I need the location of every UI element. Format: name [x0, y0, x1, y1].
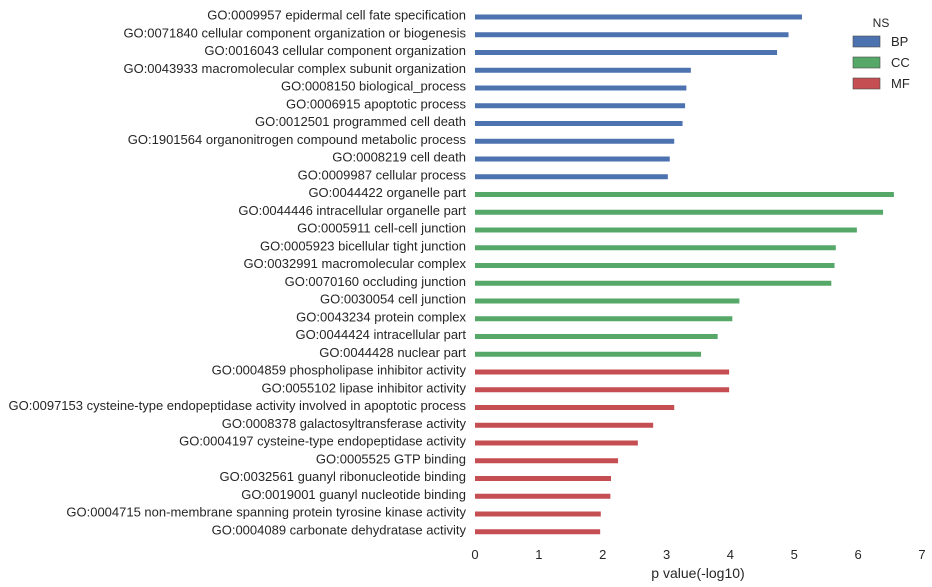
category-label: GO:0030054 cell junction: [320, 292, 466, 307]
bar-cc: [475, 280, 832, 286]
category-label: GO:0004197 cysteine-type endopeptidase a…: [179, 434, 466, 449]
category-labels: GO:0009957 epidermal cell fate specifica…: [9, 8, 467, 538]
category-label: GO:0009987 cellular process: [298, 167, 467, 182]
bar-mf: [475, 387, 730, 393]
bar-mf: [475, 422, 654, 428]
category-label: GO:0008219 cell death: [332, 150, 466, 165]
bar-cc: [475, 192, 894, 197]
category-label: GO:0055102 lipase inhibitor activity: [261, 380, 466, 395]
bar-cc: [475, 209, 884, 215]
category-label: GO:0006915 apoptotic process: [286, 96, 466, 111]
category-label: GO:0012501 programmed cell death: [255, 114, 466, 129]
bar-mf: [475, 476, 612, 481]
category-label: GO:0005525 GTP binding: [316, 451, 466, 466]
category-label: GO:0009957 epidermal cell fate specifica…: [207, 8, 466, 23]
bar-mf: [475, 529, 601, 535]
bar-bp: [475, 85, 687, 91]
category-label: GO:0005911 cell-cell junction: [297, 221, 466, 236]
bar-bp: [475, 14, 802, 20]
category-label: GO:0097153 cysteine-type endopeptidase a…: [9, 398, 467, 413]
x-axis: 0 1 2 3 4 5 6 7: [471, 547, 925, 562]
bars-layer: [475, 14, 894, 535]
bar-cc: [475, 263, 835, 268]
x-tick-label: 3: [663, 547, 670, 562]
category-label: GO:0044428 nuclear part: [319, 345, 466, 360]
bar-bp: [475, 156, 670, 162]
bar-mf: [475, 440, 638, 446]
category-label: GO:0005923 bicellular tight junction: [260, 238, 466, 253]
bar-cc: [475, 298, 740, 304]
category-label: GO:0044424 intracellular part: [295, 327, 466, 342]
category-label: GO:0043234 protein complex: [296, 309, 466, 324]
bar-cc: [475, 351, 702, 357]
bar-bp: [475, 67, 691, 73]
category-label: GO:0019001 guanyl nucleotide binding: [241, 487, 466, 502]
category-label: GO:0071840 cellular component organizati…: [123, 25, 466, 40]
category-label: GO:0044422 organelle part: [308, 185, 466, 200]
bar-cc: [475, 334, 718, 339]
bar-mf: [475, 493, 611, 499]
category-label: GO:0043933 macromolecular complex subuni…: [123, 61, 466, 76]
category-label: GO:0004089 carbonate dehydratase activit…: [212, 522, 467, 537]
bar-mf: [475, 458, 619, 464]
x-tick-label: 5: [791, 547, 798, 562]
legend: NS BP CC MF: [852, 16, 910, 91]
category-label: GO:0032561 guanyl ribonucleotide binding: [220, 469, 466, 484]
bar-mf: [475, 369, 730, 375]
bar-mf: [475, 511, 601, 517]
bar-cc: [475, 316, 733, 322]
category-label: GO:0008378 galactosyltransferase activit…: [222, 416, 467, 431]
bar-bp: [475, 32, 789, 38]
bar-mf: [475, 405, 675, 410]
bar-cc: [475, 245, 836, 251]
category-label: GO:0008150 biological_process: [281, 79, 467, 94]
x-axis-title: p value(-log10): [651, 565, 744, 581]
legend-label-mf: MF: [891, 76, 910, 91]
legend-title: NS: [873, 16, 890, 30]
category-label: GO:0004859 phospholipase inhibitor activ…: [212, 363, 467, 378]
x-tick-label: 4: [727, 547, 734, 562]
bar-bp: [475, 103, 686, 109]
bar-bp: [475, 174, 668, 180]
x-tick-label: 7: [918, 547, 925, 562]
legend-swatch-cc: [852, 56, 881, 69]
legend-label-bp: BP: [891, 34, 908, 49]
bar-bp: [475, 50, 778, 55]
category-label: GO:0004715 non-membrane spanning protein…: [66, 505, 466, 520]
x-tick-label: 1: [535, 547, 542, 562]
category-label: GO:0032991 macromolecular complex: [243, 256, 466, 271]
category-label: GO:1901564 organonitrogen compound metab…: [128, 132, 467, 147]
bar-bp: [475, 121, 683, 126]
legend-swatch-mf: [852, 77, 881, 90]
bar-bp: [475, 138, 675, 144]
bar-cc: [475, 227, 857, 233]
category-label: GO:0016043 cellular component organizati…: [204, 43, 466, 58]
x-tick-label: 0: [471, 547, 478, 562]
legend-swatch-bp: [852, 35, 881, 48]
legend-label-cc: CC: [891, 55, 910, 70]
x-tick-label: 2: [599, 547, 606, 562]
category-label: GO:0070160 occluding junction: [285, 274, 466, 289]
x-tick-label: 6: [855, 547, 862, 562]
category-label: GO:0044446 intracellular organelle part: [238, 203, 466, 218]
